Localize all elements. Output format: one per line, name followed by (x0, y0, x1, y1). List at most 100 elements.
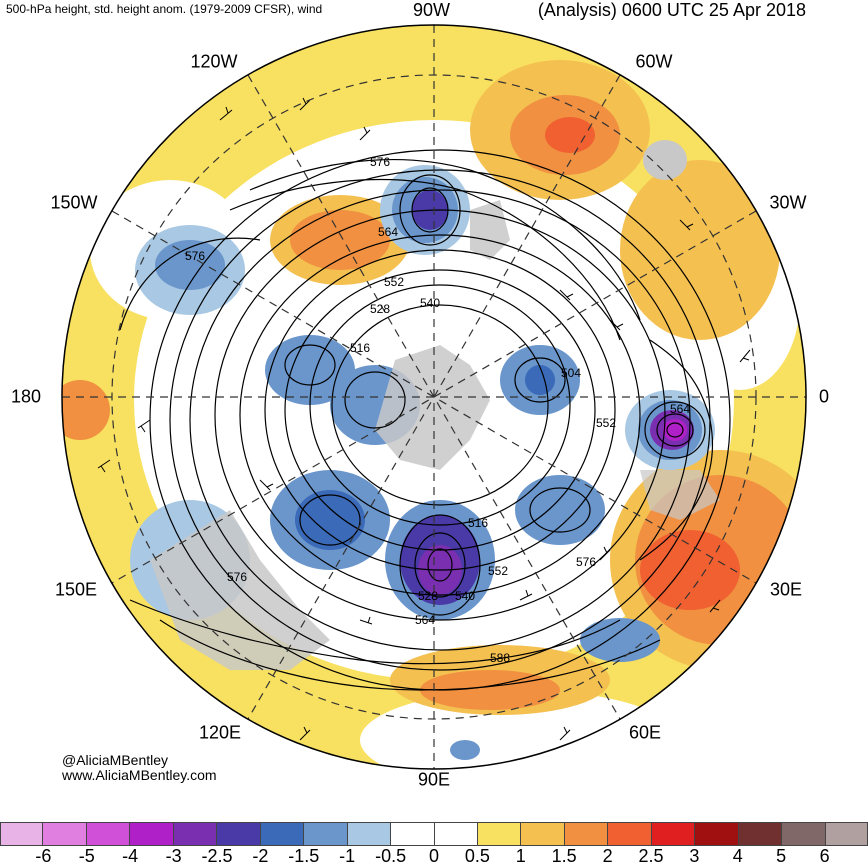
wind-barb (359, 616, 373, 625)
lon-label-90w: 90W (413, 0, 451, 20)
colorbar-tick-label: -3 (165, 846, 182, 866)
contour-line (414, 532, 466, 598)
colorbar-tick-label: 4 (732, 846, 743, 866)
colorbar-cell (173, 822, 218, 846)
contour-line (229, 179, 621, 341)
anomaly-positive (640, 530, 740, 610)
contour-line (214, 209, 666, 621)
anomaly-negative (295, 490, 365, 550)
colorbar-cell (477, 822, 522, 846)
wind-barb (559, 726, 571, 741)
contour-label: 516 (468, 516, 488, 530)
contour-label: 588 (490, 651, 510, 665)
contour-line (189, 189, 691, 651)
contour-line (159, 619, 661, 691)
colorbar-cell (260, 822, 305, 846)
contour-line (639, 339, 714, 561)
colorbar-cell (564, 822, 609, 846)
colorbar-tick-label: -1.5 (288, 846, 320, 866)
map-border (61, 24, 807, 770)
contour-label: 576 (576, 555, 596, 569)
lon-label-30w: 30W (769, 192, 807, 213)
polar-map: 576 564 552 540 528 516 504 552 564 516 … (61, 24, 807, 770)
graticule (62, 25, 806, 769)
contour-line (427, 548, 453, 582)
contour-label: 552 (488, 564, 508, 578)
colorbar-frame (0, 822, 868, 846)
wind-barb (299, 97, 311, 111)
lon-label-60w: 60W (635, 51, 673, 72)
colorbar-tick-label: -5 (78, 846, 95, 866)
contour-line (119, 237, 261, 331)
wind-barb (259, 479, 274, 491)
colorbar-tick-label: -1 (339, 846, 356, 866)
colorbar-cell (695, 822, 739, 846)
contour-label: 528 (370, 302, 390, 316)
contour-label: 576 (227, 570, 247, 584)
anomaly-negative (515, 475, 605, 545)
contour-line (309, 284, 571, 526)
colorbar-cell (782, 822, 826, 846)
land-europe (640, 470, 720, 520)
colorbar-cell (86, 822, 131, 846)
colorbar-tick-label: -2.5 (201, 846, 233, 866)
colorbar-cell (43, 822, 87, 846)
contour-line (284, 344, 336, 386)
wind-barb (519, 589, 533, 601)
colorbar-cell (825, 822, 868, 846)
contour-line (239, 234, 641, 596)
colorbar-cell (521, 822, 565, 846)
colorbar-tick-label: 0.5 (464, 846, 490, 866)
anomaly-negative (663, 419, 687, 441)
wind-barb (599, 546, 611, 561)
colorbar-tick-label: -2 (252, 846, 269, 866)
map-field (62, 25, 806, 769)
colorbar-tick-label: 2.5 (638, 846, 664, 866)
latitude-circle (111, 74, 757, 720)
wind-barb (709, 599, 721, 613)
contour-label: 552 (596, 416, 616, 430)
contour-label: 552 (384, 275, 404, 289)
contour-label: 528 (418, 589, 438, 603)
contour-line (299, 494, 361, 546)
colorbar-tick-label: -6 (35, 846, 52, 866)
contour-label: 540 (420, 296, 440, 310)
contour-line (284, 269, 596, 551)
wind-barb (219, 106, 233, 121)
colorbar-cell (217, 822, 261, 846)
colorbar-cell (130, 822, 174, 846)
anomaly-negative (580, 618, 660, 662)
contour-line (656, 413, 694, 447)
lon-label-120e: 120E (198, 722, 242, 743)
colorbar-tick-label: 5 (776, 846, 787, 866)
colorbar-cell (347, 822, 392, 846)
colorbar (0, 822, 868, 846)
contour-line (399, 174, 461, 246)
contour-label: 540 (455, 589, 475, 603)
land-arctic (375, 345, 490, 470)
colorbar-cell (651, 822, 696, 846)
anomaly-positive (545, 117, 595, 153)
contour-line (529, 487, 591, 533)
contour-line (411, 187, 449, 233)
colorbar-tick-label: 3 (689, 846, 700, 866)
anomaly-negative (450, 740, 480, 760)
contour-line (644, 401, 706, 459)
colorbar-cell (608, 822, 652, 846)
lon-label-180: 180 (10, 386, 42, 407)
wind-barb (739, 349, 751, 363)
colorbar-cell (434, 822, 478, 846)
contour-label: 564 (415, 613, 435, 627)
colorbar-tick-label: -4 (122, 846, 139, 866)
colorbar-cell (304, 822, 348, 846)
contour-line (331, 304, 549, 506)
anomaly-negative (525, 365, 555, 395)
colorbar-tick-label: 2 (602, 846, 613, 866)
colorbar-tick-label: 6 (819, 846, 830, 866)
credit-url: www.AliciaMBentley.com (62, 767, 217, 783)
map-subtitle: 500-hPa height, std. height anom. (1979-… (6, 2, 323, 16)
contour-line (249, 159, 641, 321)
lon-label-30e: 30E (769, 579, 803, 600)
contour-label: 516 (350, 341, 370, 355)
anomaly-negative (155, 240, 225, 290)
